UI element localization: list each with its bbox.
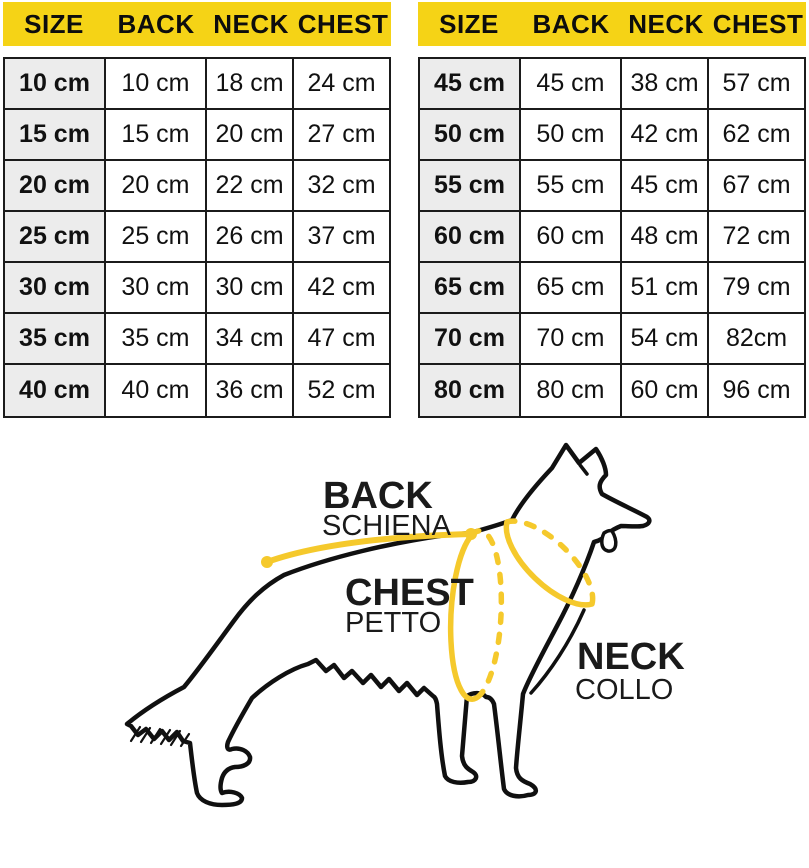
measurement-cell: 96 cm [709,365,804,416]
measurement-cell: 30 cm [206,263,295,314]
tail-fur-hatching [129,725,191,748]
size-cell: 25 cm [5,212,106,263]
measurement-cell: 62 cm [709,110,804,161]
dog-tongue [600,528,618,553]
measurement-cell: 45 cm [621,161,710,212]
size-cell: 35 cm [5,314,106,365]
measurement-cell: 45 cm [520,59,622,110]
measurement-cell: 72 cm [709,212,804,263]
measurement-cell: 54 cm [621,314,710,365]
neck-label-italian: COLLO [575,674,673,706]
measurement-cell: 42 cm [294,263,389,314]
size-cell: 80 cm [420,365,521,416]
measurement-cell: 82cm [709,314,804,365]
header-cell-chest: CHEST [297,8,389,39]
header-cell-size: SIZE [24,8,84,39]
measurement-cell: 37 cm [294,212,389,263]
chest-label: CHEST [345,572,474,614]
size-cell: 15 cm [5,110,106,161]
measurement-cell: 80 cm [520,365,622,416]
measurement-cell: 79 cm [709,263,804,314]
neck-measure-back-arc [504,518,596,607]
measurement-cell: 30 cm [105,263,207,314]
header-cell-neck: NECK [628,8,704,39]
ear-inner-line [578,463,589,476]
size-cell: 65 cm [420,263,521,314]
measurement-cell: 48 cm [621,212,710,263]
measurement-cell: 65 cm [520,263,622,314]
table-header-row: SIZE BACK NECK CHEST [3,2,391,46]
dog-measurement-diagram: BACK SCHIENA CHEST PETTO NECK COLLO [124,442,685,808]
measurement-cell: 20 cm [105,161,207,212]
measurement-cell: 26 cm [206,212,295,263]
measurement-cell: 18 cm [206,59,295,110]
header-cell-chest: CHEST [712,8,804,39]
size-cell: 10 cm [5,59,106,110]
measurement-cell: 34 cm [206,314,295,365]
size-cell: 55 cm [420,161,521,212]
measurement-cell: 60 cm [621,365,710,416]
size-table-large-dogs: SIZE BACK NECK CHEST 45 cm 45 cm 38 cm 57 cm 50… [418,2,806,418]
measurement-cell: 20 cm [206,110,295,161]
size-cell: 30 cm [5,263,106,314]
back-label: BACK [323,475,433,517]
size-tables: SIZE BACK NECK CHEST 10 cm 10 cm 18 cm 24 cm 15… [3,2,806,418]
size-cell: 45 cm [420,59,521,110]
size-cell: 50 cm [420,110,521,161]
header-cell-back: BACK [117,8,195,39]
neck-measure-front-arc [503,519,595,608]
measurement-cell: 22 cm [206,161,295,212]
chest-measure-back-arc [469,528,505,698]
measurement-cell: 47 cm [294,314,389,365]
measurement-cell: 32 cm [294,161,389,212]
measurement-cell: 40 cm [105,365,207,416]
measurement-cell: 67 cm [709,161,804,212]
measurement-cell: 50 cm [520,110,622,161]
measurement-cell: 35 cm [105,314,207,365]
measurement-cell: 15 cm [105,110,207,161]
measurement-cell: 55 cm [520,161,622,212]
size-cell: 40 cm [5,365,106,416]
measurement-cell: 42 cm [621,110,710,161]
measurement-cell: 24 cm [294,59,389,110]
chest-label-italian: PETTO [345,607,441,639]
measurement-cell: 57 cm [709,59,804,110]
measurement-cell: 60 cm [520,212,622,263]
back-label-italian: SCHIENA [322,510,452,542]
header-cell-back: BACK [532,8,610,39]
chest-measure-front-arc [447,532,483,702]
measurement-cell: 10 cm [105,59,207,110]
size-cell: 60 cm [420,212,521,263]
size-table-small-dogs: SIZE BACK NECK CHEST 10 cm 10 cm 18 cm 24 cm 15… [3,2,391,418]
table-body: 10 cm 10 cm 18 cm 24 cm 15 cm 15 cm 20 cm 27 cm… [3,57,391,418]
size-cell: 20 cm [5,161,106,212]
table-body: 45 cm 45 cm 38 cm 57 cm 50 cm 50 cm 42 cm 62 cm… [418,57,806,418]
measurement-cell: 52 cm [294,365,389,416]
size-cell: 70 cm [420,314,521,365]
measurement-cell: 36 cm [206,365,295,416]
measurement-cell: 25 cm [105,212,207,263]
back-measure-line [264,531,474,565]
header-cell-neck: NECK [213,8,289,39]
table-header-row: SIZE BACK NECK CHEST [418,2,806,46]
shoulder-line [529,608,586,695]
measurement-cell: 70 cm [520,314,622,365]
back-measure-start-dot [261,556,273,568]
neck-label: NECK [577,636,685,678]
measurement-cell: 51 cm [621,263,710,314]
measurement-cell: 38 cm [621,59,710,110]
measurement-cell: 27 cm [294,110,389,161]
header-cell-size: SIZE [439,8,499,39]
